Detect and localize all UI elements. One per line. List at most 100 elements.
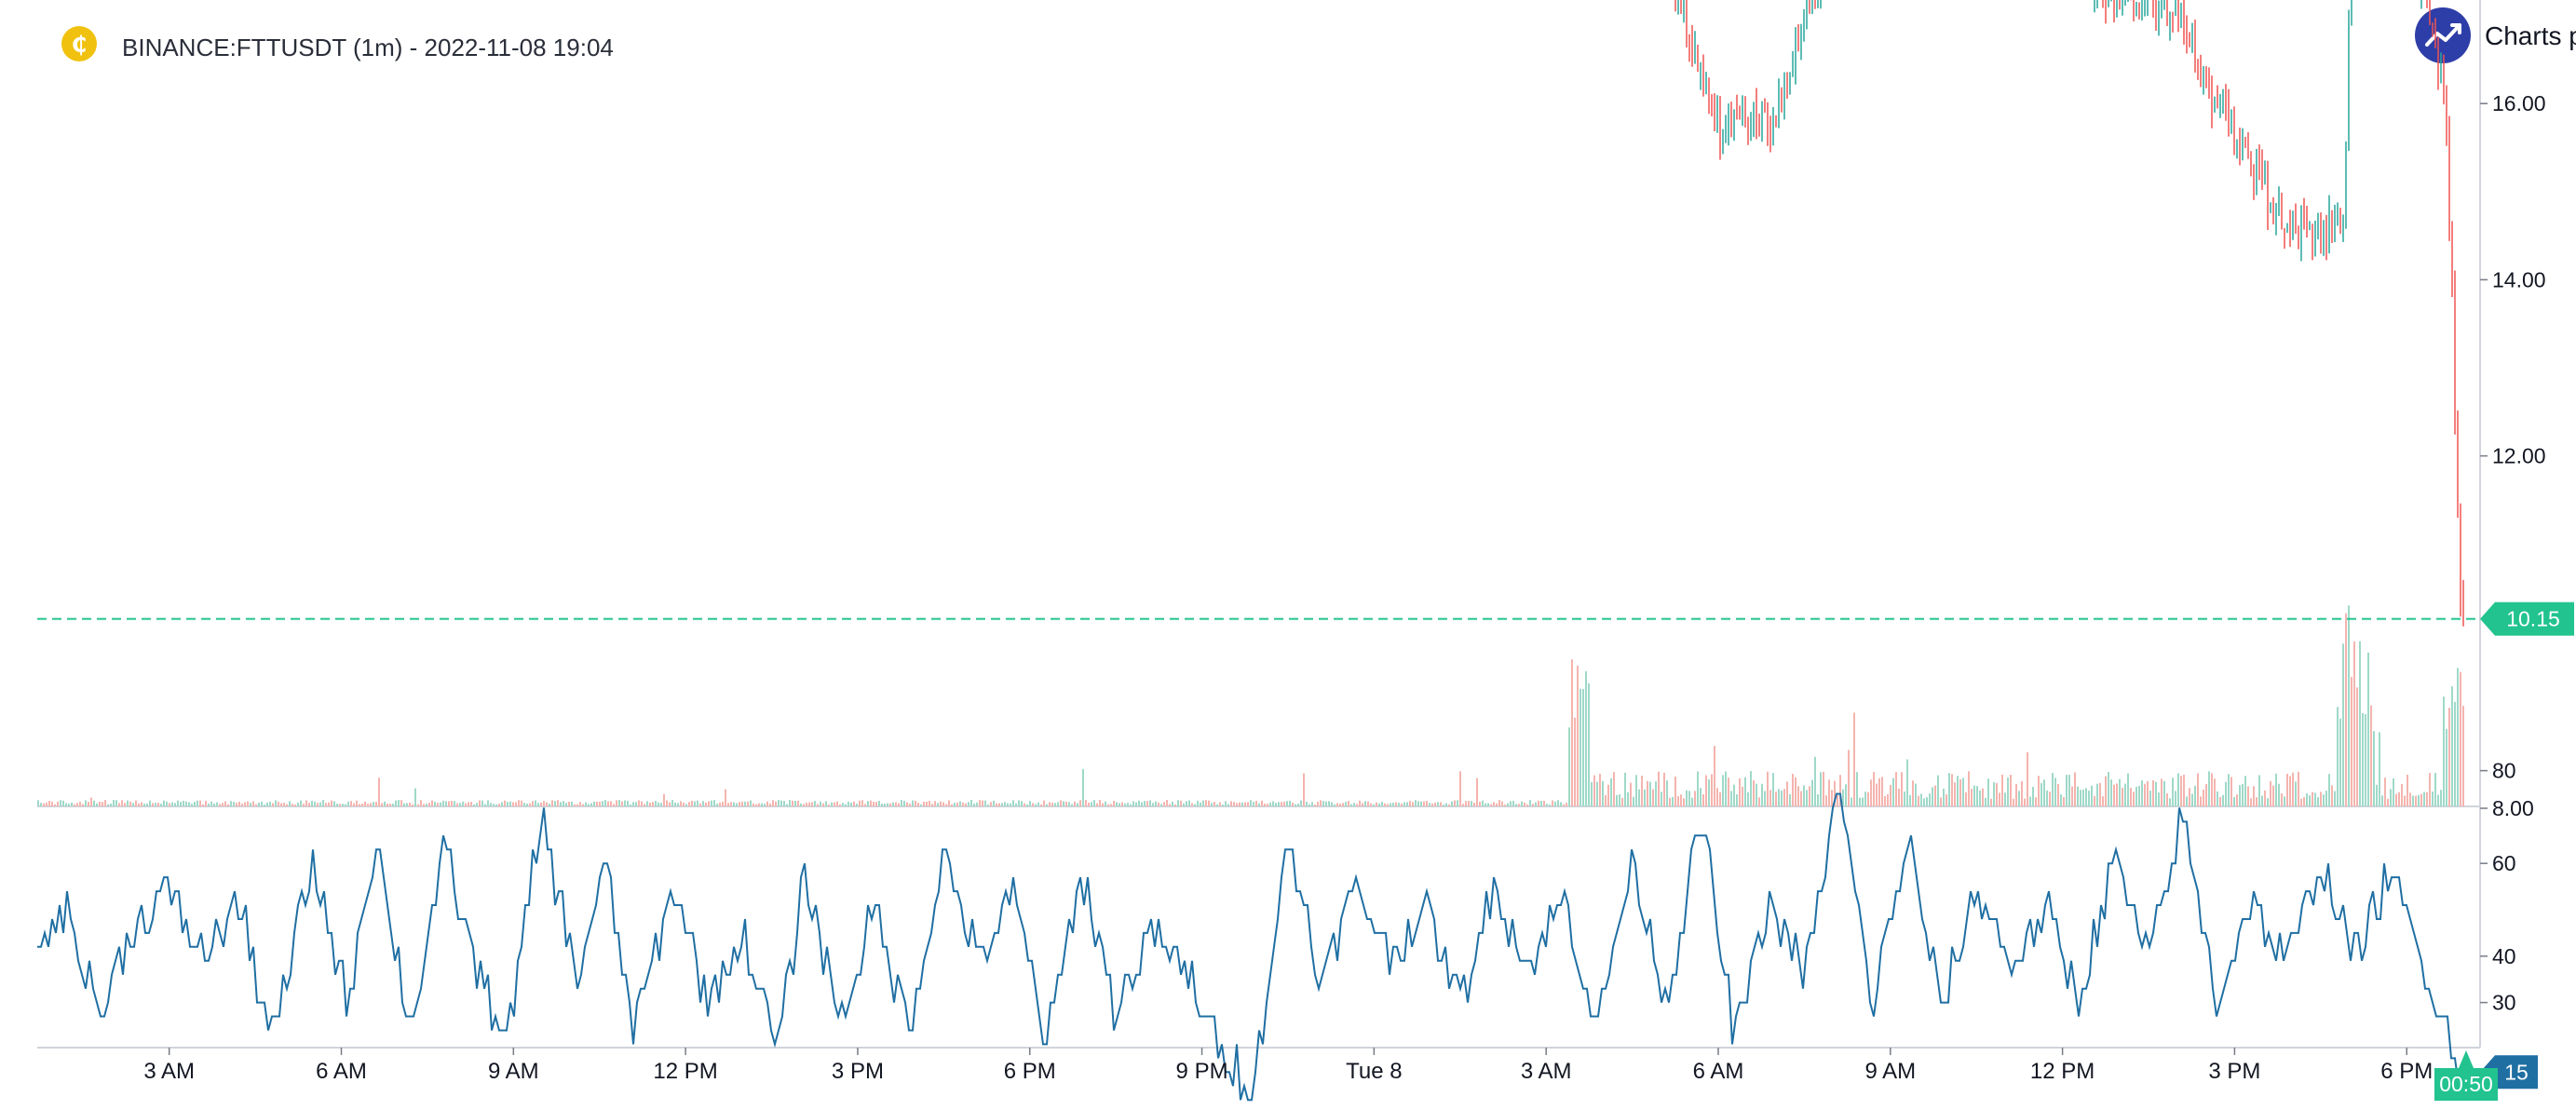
volume-bar <box>599 801 601 806</box>
volume-bar <box>90 797 92 806</box>
volume-bar <box>1915 783 1917 806</box>
volume-bar <box>766 801 768 806</box>
volume-bar <box>381 803 383 806</box>
volume-bar <box>1292 802 1294 806</box>
volume-bar <box>1415 800 1417 806</box>
volume-bar <box>208 803 210 806</box>
price-axis-tick-label: 12.00 <box>2492 444 2546 468</box>
volume-bar <box>2342 643 2344 806</box>
volume-bar <box>255 804 257 806</box>
volume-bar <box>1526 804 1528 806</box>
volume-bar <box>2080 790 2081 806</box>
volume-bar <box>1747 792 1749 806</box>
volume-bar <box>2401 783 2403 806</box>
volume-bar <box>2443 697 2445 806</box>
volume-bar <box>730 802 732 806</box>
oscillator-axis[interactable]: 80 60 40 30 <box>2480 759 2516 1015</box>
volume-bar <box>630 804 631 806</box>
bar-countdown-badge: 00:50 <box>2434 1050 2498 1101</box>
price-axis[interactable]: 26.0024.0022.0020.0018.0016.0014.0012.00… <box>2480 0 2546 820</box>
price-pane[interactable] <box>37 0 2480 806</box>
volume-bar <box>2057 784 2059 806</box>
oscillator-line <box>37 792 2467 1102</box>
volume-bar <box>1381 802 1383 806</box>
volume-bar <box>1300 800 1302 806</box>
volume-bar <box>1926 797 1928 806</box>
volume-bar <box>2046 790 2048 806</box>
volume-bar <box>970 800 972 806</box>
time-axis-tick-label: 6 PM <box>1004 1059 1056 1084</box>
time-axis-tick-label: 9 PM <box>1176 1059 1228 1084</box>
volume-bar <box>1708 779 1710 806</box>
volume-bar <box>375 802 377 806</box>
volume-bar <box>671 800 673 806</box>
volume-bar <box>1325 801 1327 806</box>
volume-bar <box>1792 773 1794 806</box>
volume-bar <box>1834 780 1836 806</box>
price-axis-tick-label: 16.00 <box>2492 91 2546 115</box>
volume-bar <box>1085 800 1087 806</box>
volume-bar <box>1691 797 1693 806</box>
volume-bar <box>2094 795 2095 806</box>
volume-bar <box>903 800 905 806</box>
volume-bar <box>951 804 953 806</box>
volume-bar <box>1258 803 1260 806</box>
volume-bar <box>666 800 668 806</box>
volume-bar <box>1839 775 1841 806</box>
volume-bar <box>2130 788 2132 806</box>
volume-bar <box>2208 771 2210 806</box>
volume-bar <box>627 801 629 806</box>
volume-bar <box>1339 803 1341 806</box>
volume-bar <box>1887 793 1889 806</box>
volume-bar <box>2284 796 2285 806</box>
volume-bar <box>780 800 782 806</box>
volume-bar <box>1431 803 1433 806</box>
volume-bar <box>635 802 637 806</box>
volume-bar <box>683 803 685 806</box>
volume-bar <box>658 802 659 806</box>
oscillator-pane[interactable] <box>37 792 2467 1102</box>
volume-bar <box>1811 779 1813 806</box>
volume-bar <box>875 801 877 806</box>
volume-bar <box>1331 802 1333 806</box>
volume-bar <box>1401 804 1403 806</box>
volume-bar <box>1071 804 1073 806</box>
volume-bar <box>1247 802 1249 806</box>
volume-bar <box>831 802 833 806</box>
volume-bar <box>1146 801 1148 806</box>
volume-bar <box>121 800 123 806</box>
volume-bar <box>856 804 858 806</box>
last-price-badge: 10.15 <box>2480 602 2574 636</box>
volume-bar <box>1113 800 1115 806</box>
volume-bar <box>2040 782 2042 806</box>
volume-bar <box>1202 800 1204 806</box>
time-axis[interactable]: 3 AM 6 AM 9 AM 12 PM 3 PM 6 PM 9 PM Tue 8 3 AM 6 … <box>143 1048 2433 1084</box>
volume-bar <box>1999 792 2000 806</box>
volume-bar <box>1462 804 1464 806</box>
volume-bar <box>1426 801 1428 806</box>
volume-bar <box>2460 671 2461 806</box>
volume-bar <box>1579 688 1581 806</box>
volume-bar <box>1739 778 1741 806</box>
volume-bar <box>1845 784 1847 806</box>
volume-bar <box>1968 771 1970 806</box>
trend-up-icon-line <box>2425 23 2461 47</box>
volume-bar <box>822 803 824 806</box>
volume-bar <box>409 803 411 806</box>
volume-bar <box>568 801 570 806</box>
volume-bar <box>1498 800 1500 806</box>
volume-bar <box>1490 804 1492 806</box>
volume-bar <box>736 803 738 806</box>
price-axis-tick-label: 14.00 <box>2492 267 2546 291</box>
volume-bar <box>1367 801 1369 806</box>
volume-bar <box>806 803 807 806</box>
volume-bar <box>1169 804 1171 806</box>
oscillator-axis-tick-label: 30 <box>2492 991 2516 1015</box>
volume-bar <box>2398 792 2400 806</box>
volume-bar <box>264 804 265 806</box>
volume-bar <box>1560 802 1562 806</box>
volume-bar <box>1817 794 1819 806</box>
volume-bar <box>157 803 159 806</box>
volume-bar <box>1814 756 1816 806</box>
symbol-icon[interactable]: ₵ <box>61 26 97 61</box>
